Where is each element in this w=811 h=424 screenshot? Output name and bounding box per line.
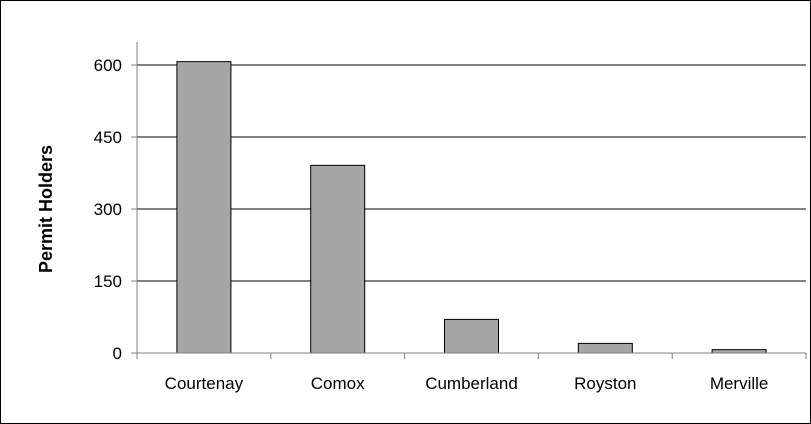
bar-merville — [711, 349, 767, 354]
x-tick-labels: Courtenay Comox Cumberland Royston Merville — [165, 374, 769, 393]
gridlines — [137, 64, 806, 282]
x-tick-label: Cumberland — [425, 374, 518, 393]
bar-courtenay — [176, 61, 232, 354]
y-tick-label: 150 — [94, 272, 122, 291]
axes — [131, 42, 807, 359]
bar-comox — [310, 164, 366, 354]
y-tick-labels: 0 150 300 450 600 — [94, 56, 122, 363]
y-axis-title: Permit Holders — [36, 145, 56, 273]
bar-royston — [577, 342, 633, 354]
y-tick-label: 450 — [94, 128, 122, 147]
x-tick-label: Merville — [710, 374, 769, 393]
y-tick-label: 0 — [113, 344, 122, 363]
x-tick-label: Royston — [574, 374, 636, 393]
x-tick-label: Comox — [311, 374, 365, 393]
x-tick-label: Courtenay — [165, 374, 244, 393]
y-tick-label: 600 — [94, 56, 122, 75]
y-tick-label: 300 — [94, 200, 122, 219]
bars — [176, 61, 767, 354]
bar-cumberland — [444, 318, 499, 354]
